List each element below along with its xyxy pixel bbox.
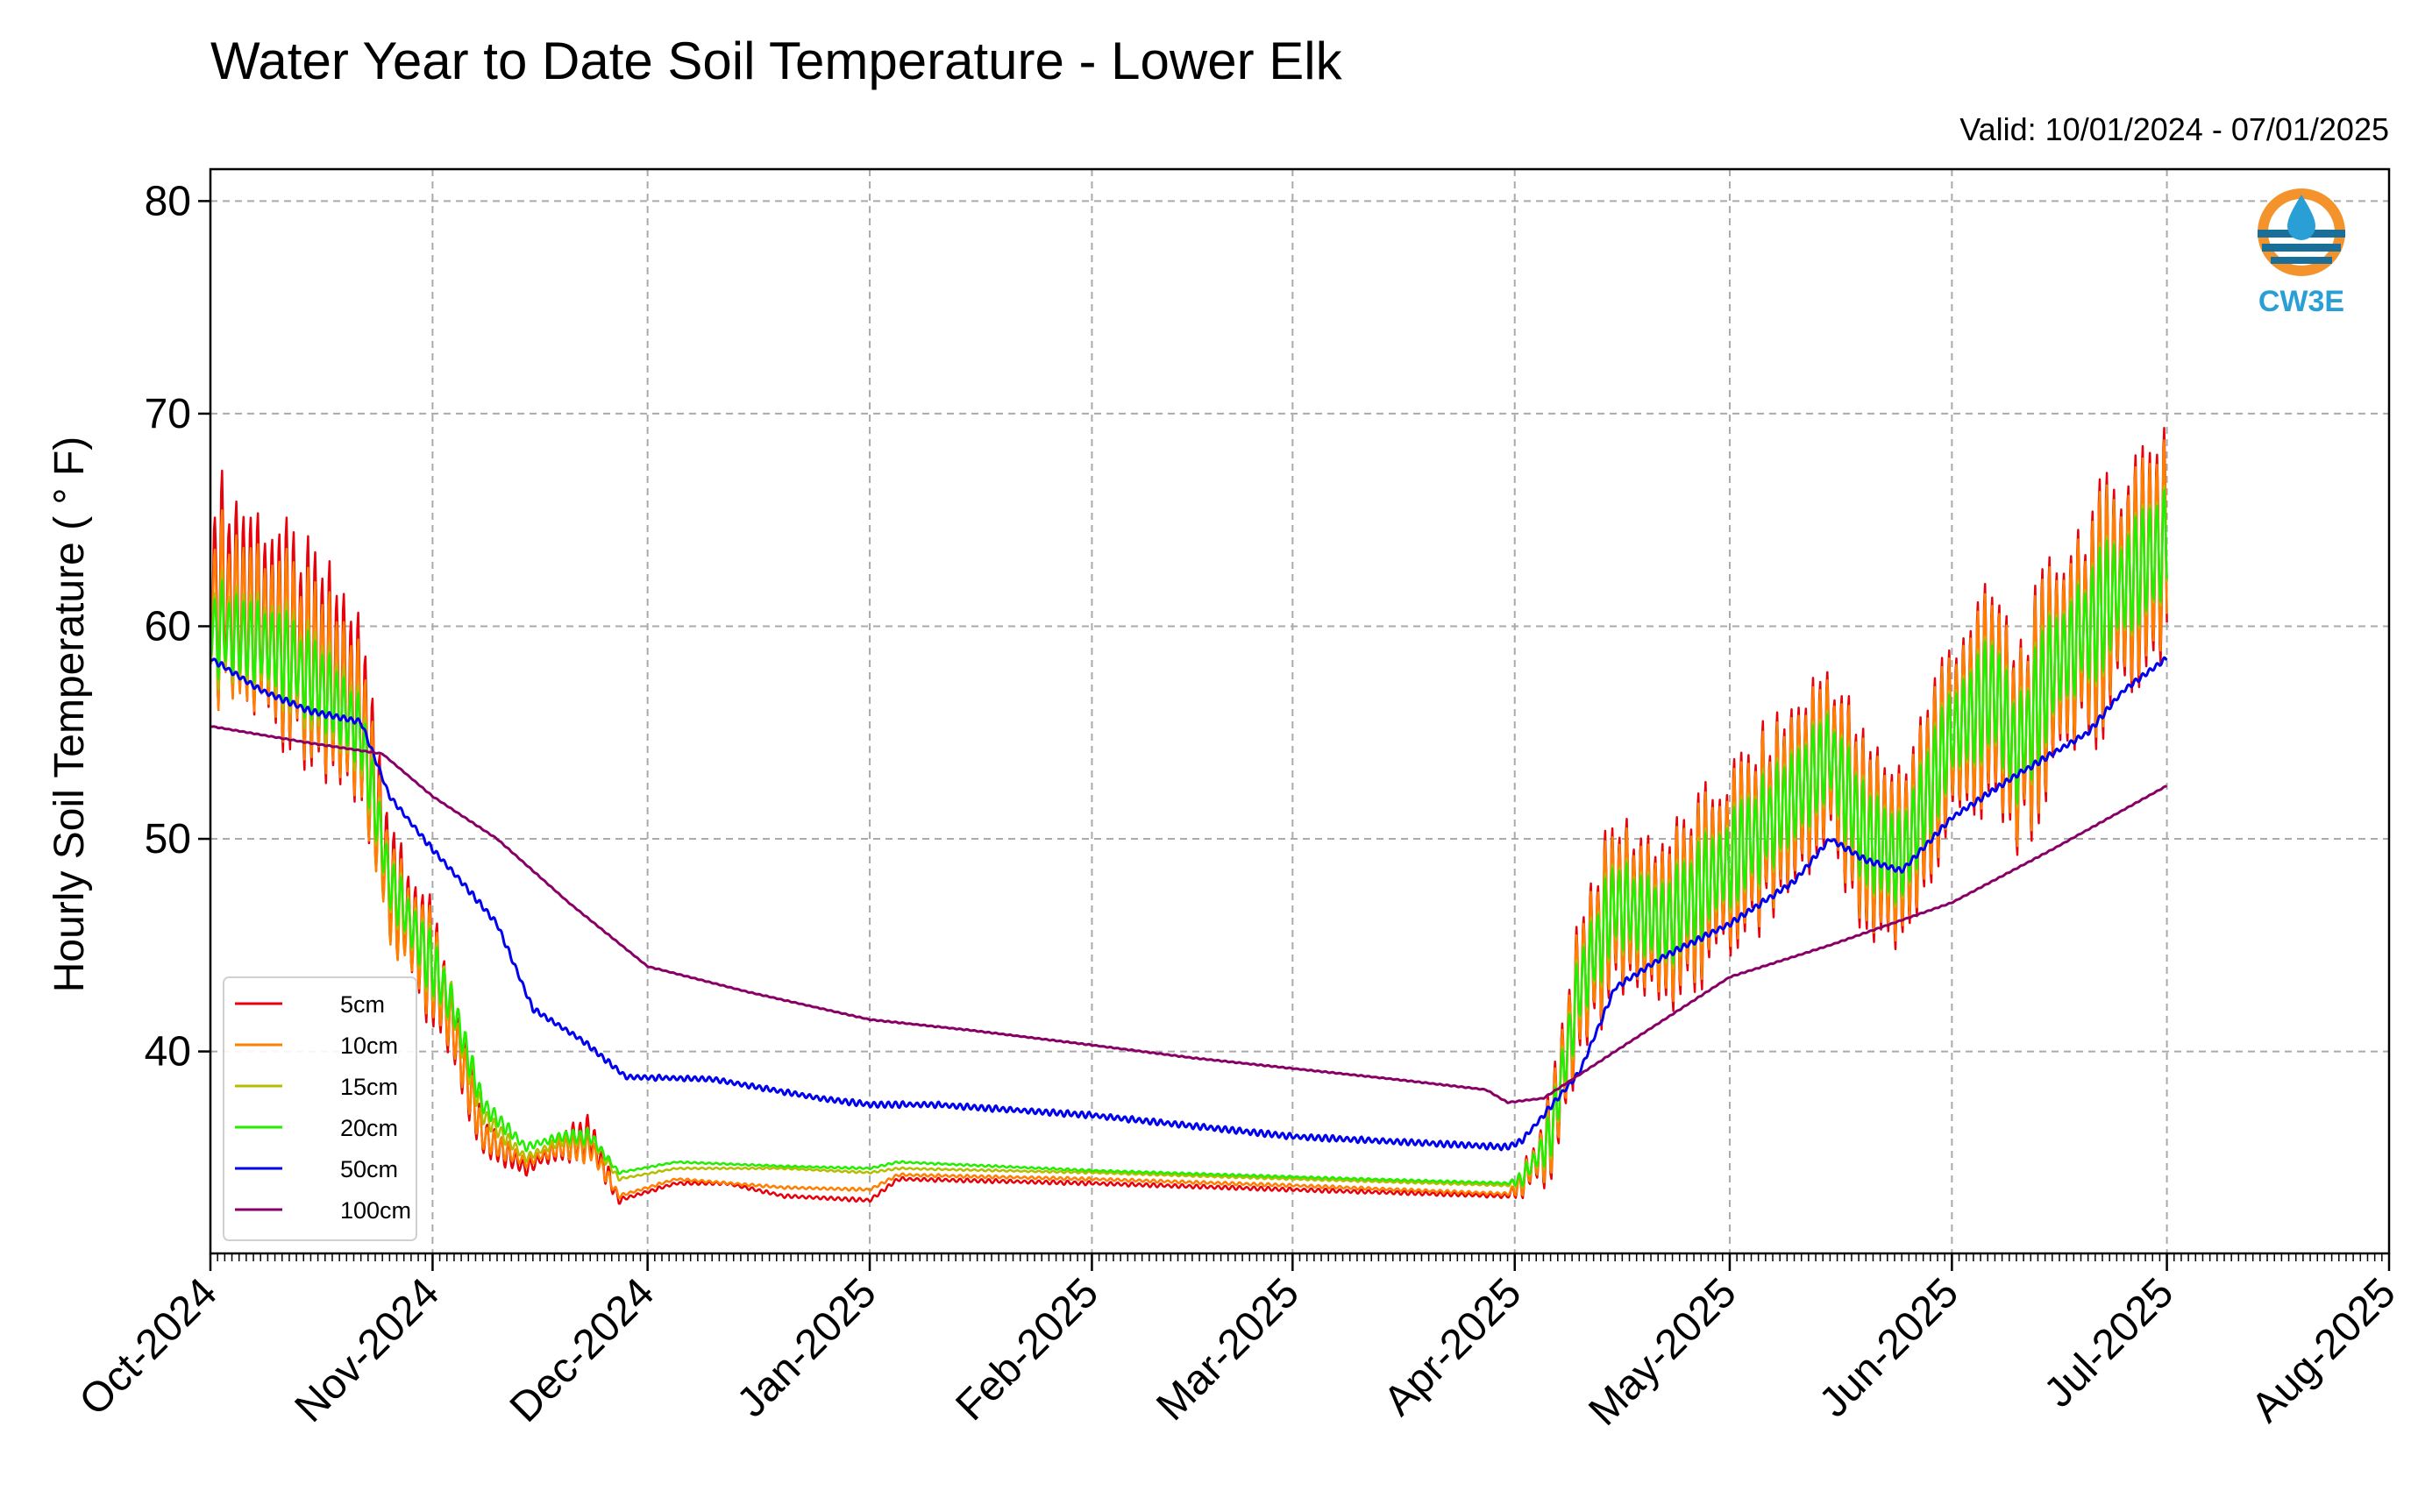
legend-frame bbox=[223, 976, 417, 1241]
legend-label-5cm: 5cm bbox=[340, 991, 385, 1018]
logo-wave-2 bbox=[2262, 244, 2341, 252]
series-line-20cm bbox=[209, 488, 2168, 1188]
series-line-100cm bbox=[210, 725, 2168, 1104]
series-line-50cm bbox=[209, 656, 2168, 1152]
y-tick-labels: 40 50 60 70 80 bbox=[145, 178, 191, 1075]
legend-label-50cm: 50cm bbox=[340, 1156, 398, 1182]
valid-date-range: Valid: 10/01/2024 - 07/01/2025 bbox=[1959, 111, 2389, 147]
legend-label-20cm: 20cm bbox=[340, 1115, 398, 1141]
series-line-10cm bbox=[209, 439, 2168, 1200]
axes bbox=[198, 167, 2391, 1271]
y-axis-label: Hourly Soil Temperature ( ° F) bbox=[46, 437, 93, 993]
logo-text: CW3E bbox=[2258, 285, 2344, 318]
y-tick-label: 80 bbox=[145, 178, 191, 224]
legend-label-15cm: 15cm bbox=[340, 1074, 398, 1100]
legend-label-100cm: 100cm bbox=[340, 1197, 411, 1224]
legend: 5cm 10cm 15cm 20cm 50cm 100cm bbox=[223, 976, 417, 1241]
y-tick-label: 60 bbox=[145, 603, 191, 650]
series-lines bbox=[209, 427, 2168, 1205]
water-drop-icon bbox=[2287, 195, 2315, 240]
y-tick-label: 70 bbox=[145, 391, 191, 437]
y-tick-label: 40 bbox=[145, 1029, 191, 1075]
legend-label-10cm: 10cm bbox=[340, 1033, 398, 1059]
cw3e-logo: CW3E bbox=[2258, 188, 2345, 318]
chart-title: Water Year to Date Soil Temperature - Lo… bbox=[210, 32, 1343, 90]
logo-wave-3 bbox=[2271, 257, 2332, 264]
y-tick-label: 50 bbox=[145, 816, 191, 862]
